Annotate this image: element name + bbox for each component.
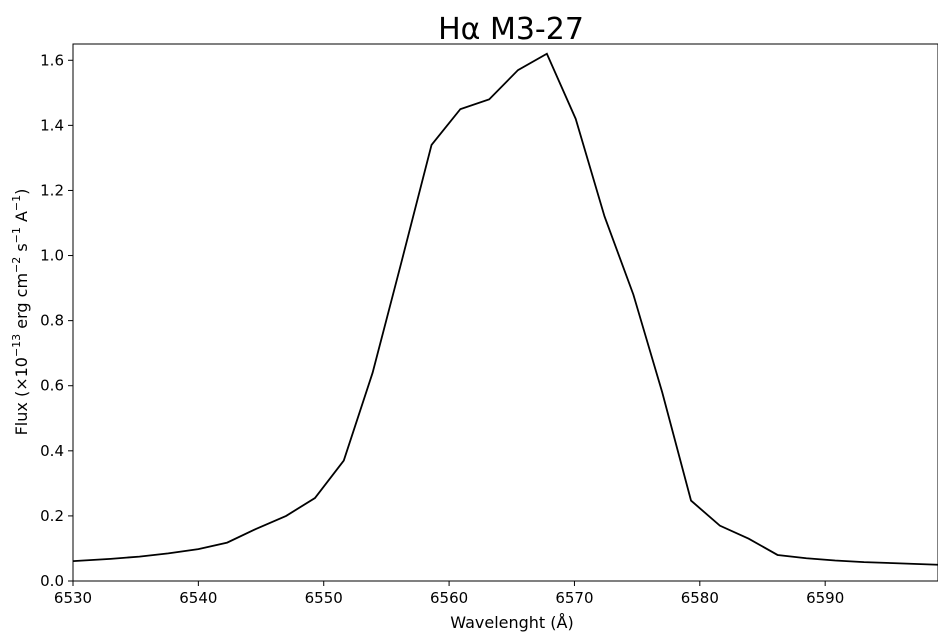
y-label-exp3: −1 (10, 227, 23, 243)
x-tick-label: 6590 (806, 589, 844, 607)
x-tick-label: 6540 (179, 589, 217, 607)
y-tick-label: 1.4 (40, 116, 64, 134)
y-tick-label: 1.2 (40, 181, 64, 199)
chart-title: Hα M3-27 (438, 12, 584, 47)
flux-line (72, 52, 938, 566)
x-tick-label: 6580 (681, 589, 719, 607)
y-label-mid1: erg cm (12, 273, 31, 334)
y-tick-label: 0.2 (40, 507, 64, 525)
x-tick-label: 6570 (555, 589, 593, 607)
y-label-exp2: −2 (10, 257, 23, 273)
y-label-mid3: A (12, 211, 31, 227)
y-label-prefix: Flux (×10 (12, 357, 31, 435)
x-axis-label: Wavelenght (Å) (450, 613, 573, 632)
y-label-exp4: −1 (10, 195, 23, 211)
x-tick-label: 6530 (54, 589, 92, 607)
y-tick-label: 0.0 (40, 572, 64, 590)
y-tick-label: 1.6 (40, 51, 64, 69)
y-axis-label: Flux (×10−13 erg cm−2 s−1 A−1) (10, 189, 31, 436)
y-axis-ticks: 0.0 0.2 0.4 0.6 0.8 1.0 1.2 1.4 1.6 (40, 51, 73, 590)
y-label-exp1: −13 (10, 334, 23, 357)
y-tick-label: 0.6 (40, 377, 64, 395)
x-axis-ticks: 6530 6540 6550 6560 6570 6580 6590 (54, 581, 844, 607)
y-label-mid2: s (12, 243, 31, 256)
y-tick-label: 0.8 (40, 312, 64, 330)
x-tick-label: 6550 (305, 589, 343, 607)
plot-area-frame (72, 43, 938, 582)
x-tick-label: 6560 (430, 589, 468, 607)
y-label-suffix: ) (12, 189, 31, 195)
y-tick-label: 0.4 (40, 442, 64, 460)
y-tick-label: 1.0 (40, 247, 64, 265)
